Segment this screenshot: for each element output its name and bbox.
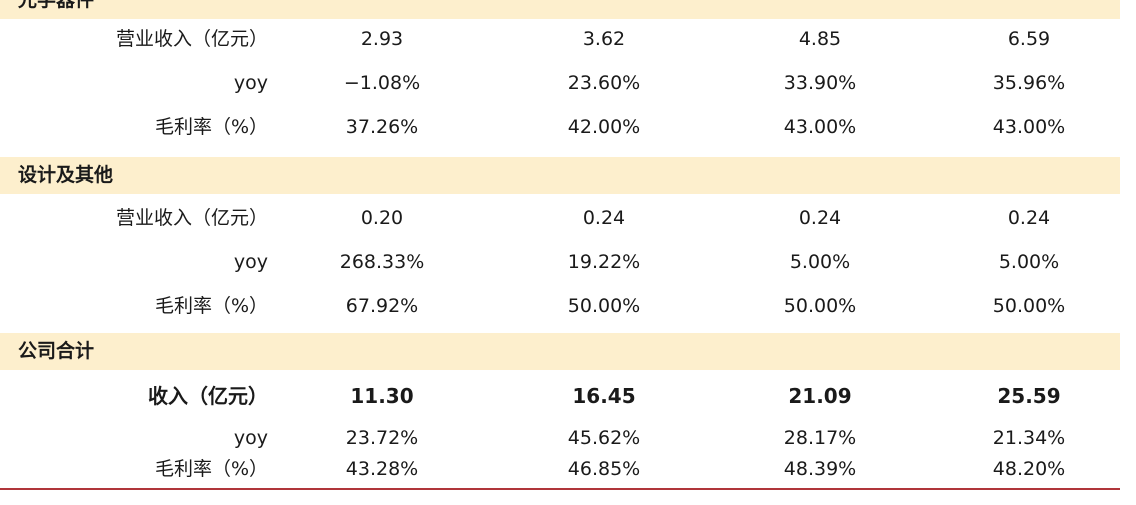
cell-value: 0.24 (798, 207, 842, 229)
section-header-optical-devices: 光学器件 (0, 0, 1120, 19)
table-row: 毛利率（%） 37.26% 42.00% 43.00% 43.00% (0, 105, 1120, 149)
cell-value: 50.00% (567, 295, 641, 317)
row-label: yoy (233, 251, 268, 273)
cell-value: 35.96% (992, 72, 1066, 94)
cell-value: 43.00% (992, 116, 1066, 138)
cell-value: 50.00% (783, 295, 857, 317)
cell-value: 28.17% (783, 427, 857, 449)
cell-value: 67.92% (345, 295, 419, 317)
cell-value: 2.93 (360, 28, 404, 50)
cell-value: 25.59 (997, 384, 1061, 408)
row-label: 营业收入（亿元） (115, 207, 268, 229)
cell-value: 46.85% (567, 458, 641, 480)
cell-value: 48.39% (783, 458, 857, 480)
table-row: yoy −1.08% 23.60% 33.90% 35.96% (0, 61, 1120, 105)
table-row: 营业收入（亿元） 0.20 0.24 0.24 0.24 (0, 196, 1120, 240)
cell-value: 50.00% (992, 295, 1066, 317)
row-label: 营业收入（亿元） (115, 28, 268, 50)
cell-value: −1.08% (343, 72, 421, 94)
cell-value: 23.60% (567, 72, 641, 94)
row-label: yoy (233, 72, 268, 94)
table-row: 营业收入（亿元） 2.93 3.62 4.85 6.59 (0, 17, 1120, 61)
cell-value: 19.22% (567, 251, 641, 273)
cell-value: 21.09 (788, 384, 852, 408)
table-row: 毛利率（%） 43.28% 46.85% 48.39% 48.20% (0, 447, 1120, 491)
table-row: 毛利率（%） 67.92% 50.00% 50.00% 50.00% (0, 284, 1120, 328)
bottom-rule (0, 488, 1120, 490)
table-row-total: 收入（亿元） 11.30 16.45 21.09 25.59 (0, 374, 1120, 418)
cell-value: 43.28% (345, 458, 419, 480)
cell-value: 16.45 (572, 384, 636, 408)
section-header-company-total: 公司合计 (0, 333, 1120, 370)
cell-value: 11.30 (350, 384, 414, 408)
cell-value: 5.00% (789, 251, 851, 273)
cell-value: 42.00% (567, 116, 641, 138)
cell-value: 0.24 (1007, 207, 1051, 229)
cell-value: 268.33% (339, 251, 425, 273)
cell-value: 43.00% (783, 116, 857, 138)
row-label: 收入（亿元） (148, 384, 268, 408)
cell-value: 45.62% (567, 427, 641, 449)
table-row: yoy 268.33% 19.22% 5.00% 5.00% (0, 240, 1120, 284)
cell-value: 5.00% (998, 251, 1060, 273)
row-label: 毛利率（%） (154, 116, 268, 138)
cell-value: 33.90% (783, 72, 857, 94)
section-header-design-other: 设计及其他 (0, 157, 1120, 194)
cell-value: 6.59 (1007, 28, 1051, 50)
row-label: yoy (233, 427, 268, 449)
cell-value: 0.20 (360, 207, 404, 229)
cell-value: 23.72% (345, 427, 419, 449)
row-label: 毛利率（%） (154, 295, 268, 317)
cell-value: 4.85 (798, 28, 842, 50)
cell-value: 48.20% (992, 458, 1066, 480)
cell-value: 37.26% (345, 116, 419, 138)
table-row: yoy 23.72% 45.62% 28.17% 21.34% (0, 416, 1120, 460)
cell-value: 0.24 (582, 207, 626, 229)
cell-value: 21.34% (992, 427, 1066, 449)
cell-value: 3.62 (582, 28, 626, 50)
row-label: 毛利率（%） (154, 458, 268, 480)
